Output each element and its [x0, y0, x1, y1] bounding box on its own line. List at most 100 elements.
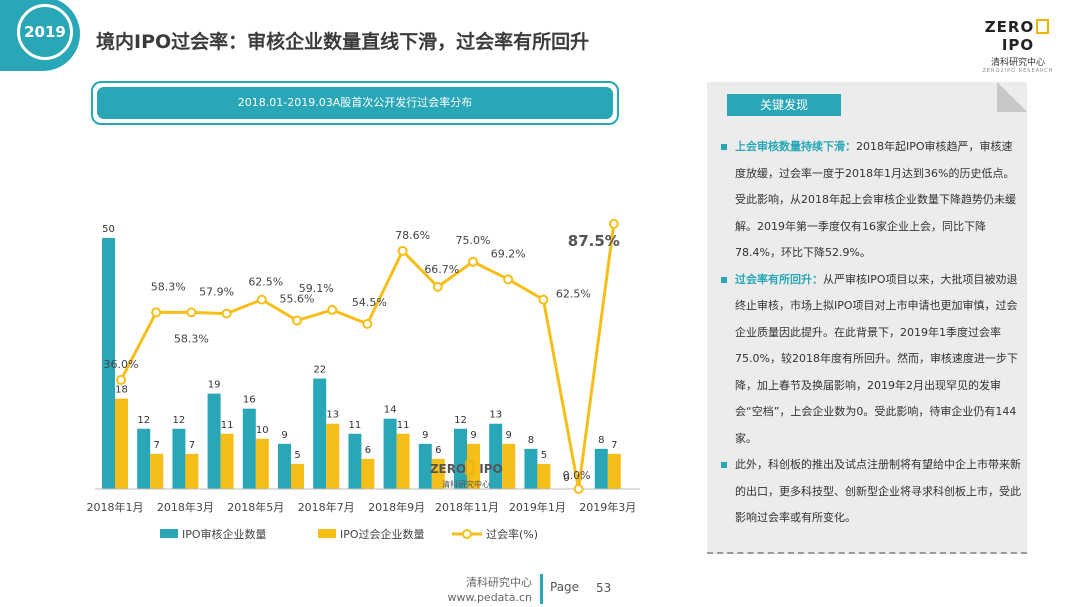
bar-review-count — [383, 418, 397, 489]
rate-label: 54.5% — [352, 296, 387, 309]
watermark-mark — [465, 460, 474, 475]
bar-label-review: 9 — [422, 430, 428, 441]
bar-label-review: 8 — [598, 435, 604, 446]
bar-approved-count — [607, 453, 621, 489]
page-title: 境内IPO过会率：审核企业数量直线下滑，过会率有所回升 — [96, 31, 590, 53]
x-tick-label: 2019年1月 — [509, 500, 566, 514]
key-findings-content: 上会审核数量持续下滑：2018年起IPO审核趋严，审核速度放缓，过会率一度于20… — [721, 134, 1021, 532]
finding-text: 从严审核IPO项目以来，大批项目被劝退终止审核，市场上拟IPO项目对上市申请也更… — [735, 272, 1018, 445]
bar-approved-count — [150, 453, 164, 489]
rate-point — [468, 256, 478, 267]
rate-label: 62.5% — [248, 276, 283, 289]
page-fold-icon — [997, 82, 1027, 112]
rate-label: 57.9% — [199, 286, 234, 299]
legend-label-approved: IPO过会企业数量 — [340, 527, 425, 541]
bar-label-review: 13 — [489, 410, 502, 421]
key-findings-panel: 关键发现 上会审核数量持续下滑：2018年起IPO审核趋严，审核速度放缓，过会率… — [707, 82, 1027, 554]
footer-page-number: 53 — [596, 581, 612, 595]
rate-label: 75.0% — [456, 234, 491, 247]
logo-subtitle: 清科研究中心 — [990, 58, 1045, 68]
x-tick-label: 2018年11月 — [435, 500, 499, 514]
legend-swatch-rate-dot — [462, 529, 472, 539]
footer-org: 清科研究中心 www.pedata.cn — [440, 575, 532, 605]
bar-review-count — [278, 443, 291, 489]
rate-label: 62.5% — [556, 288, 591, 301]
x-tick-label: 2018年3月 — [157, 500, 214, 514]
bar-review-count — [313, 378, 327, 489]
finding-paragraph: 此外，科创板的推出及试点注册制将有望给中企上市带来新的出口，更多科技型、创新型企… — [721, 452, 1021, 532]
bar-label-review: 22 — [313, 365, 326, 376]
logo-text-right: IPO — [1001, 36, 1035, 54]
rate-point — [256, 294, 267, 305]
logo: ZEROIPO 清科研究中心 ZERO2IPO RESEARCH — [978, 18, 1058, 74]
rate-point — [573, 484, 584, 494]
finding-paragraph: 过会率有所回升：从严审核IPO项目以来，大批项目被劝退终止审核，市场上拟IPO项… — [721, 267, 1021, 453]
footer-org-name: 清科研究中心 — [466, 576, 532, 589]
rate-point — [432, 281, 443, 292]
rate-label: 58.3% — [151, 280, 186, 293]
finding-text: 此外，科创板的推出及试点注册制将有望给中企上市带来新的出口，更多科技型、创新型企… — [735, 458, 1021, 524]
bullet-icon — [721, 144, 727, 150]
bar-label-review: 19 — [208, 380, 221, 391]
x-tick-label: 2018年7月 — [298, 500, 355, 514]
rate-label: 55.6% — [280, 293, 315, 306]
rate-label: 0.0% — [563, 469, 591, 482]
bar-review-count — [172, 428, 186, 489]
bar-label-review: 9 — [281, 430, 287, 441]
bar-approved-count — [255, 438, 269, 489]
watermark-subtitle: 清科研究中心 — [442, 479, 490, 489]
rate-label: 59.1% — [299, 282, 334, 295]
x-tick-label: 2018年9月 — [368, 500, 425, 514]
bar-label-review: 50 — [102, 224, 115, 235]
finding-text: 2018年起IPO审核趋严，审核速度放缓，过会率一度于2018年1月达到36%的… — [735, 140, 1016, 259]
bar-label-approved: 18 — [115, 385, 128, 396]
bar-review-count — [102, 238, 115, 489]
watermark-text: IPO — [479, 462, 502, 476]
watermark-text: ZERO — [430, 462, 466, 476]
year-badge: 2019 — [0, 0, 80, 71]
bar-review-count — [207, 393, 221, 489]
logo-mark — [1036, 19, 1050, 34]
rate-label: 69.2% — [491, 247, 526, 260]
bar-label-approved: 7 — [154, 440, 160, 451]
finding-lead: 上会审核数量持续下滑： — [735, 140, 856, 153]
bar-review-count — [524, 448, 538, 489]
bar-label-approved: 10 — [256, 425, 269, 436]
bar-review-count — [348, 433, 362, 489]
footer-url[interactable]: www.pedata.cn — [447, 591, 532, 604]
footer-page-label: Page — [550, 580, 580, 594]
rate-point — [327, 304, 338, 315]
finding-paragraph: 上会审核数量持续下滑：2018年起IPO审核趋严，审核速度放缓，过会率一度于20… — [721, 134, 1021, 267]
rate-point — [503, 274, 514, 285]
bar-review-count — [454, 428, 467, 489]
bar-label-approved: 6 — [435, 445, 441, 456]
logo-tagline: ZERO2IPO RESEARCH — [982, 68, 1054, 74]
rate-label: 58.3% — [174, 332, 209, 345]
bar-review-count — [242, 408, 256, 489]
logo-text-left: ZERO — [984, 18, 1035, 36]
rate-label: 36.0% — [104, 358, 139, 371]
rate-label: 78.6% — [395, 229, 430, 242]
panel-divider — [707, 552, 1027, 554]
rate-point — [362, 318, 373, 329]
finding-lead: 过会率有所回升： — [735, 272, 823, 286]
rate-label: 87.5% — [568, 232, 620, 250]
rate-point — [186, 307, 197, 318]
bullet-icon — [721, 462, 727, 468]
bar-label-approved: 7 — [611, 440, 617, 451]
footer-separator — [540, 574, 543, 604]
bar-label-review: 11 — [349, 420, 362, 431]
rate-point — [221, 308, 232, 319]
rate-point — [151, 307, 162, 318]
rate-point — [608, 218, 619, 229]
bar-approved-count — [220, 433, 234, 489]
bar-review-count — [594, 448, 608, 489]
bar-label-approved: 9 — [470, 430, 476, 441]
x-tick-label: 2018年5月 — [227, 500, 284, 514]
legend-label-rate: 过会率(%) — [486, 527, 538, 541]
bar-approved-count — [291, 463, 304, 489]
bar-approved-count — [431, 458, 445, 489]
bar-label-review: 14 — [384, 405, 397, 416]
rate-point — [397, 245, 408, 256]
